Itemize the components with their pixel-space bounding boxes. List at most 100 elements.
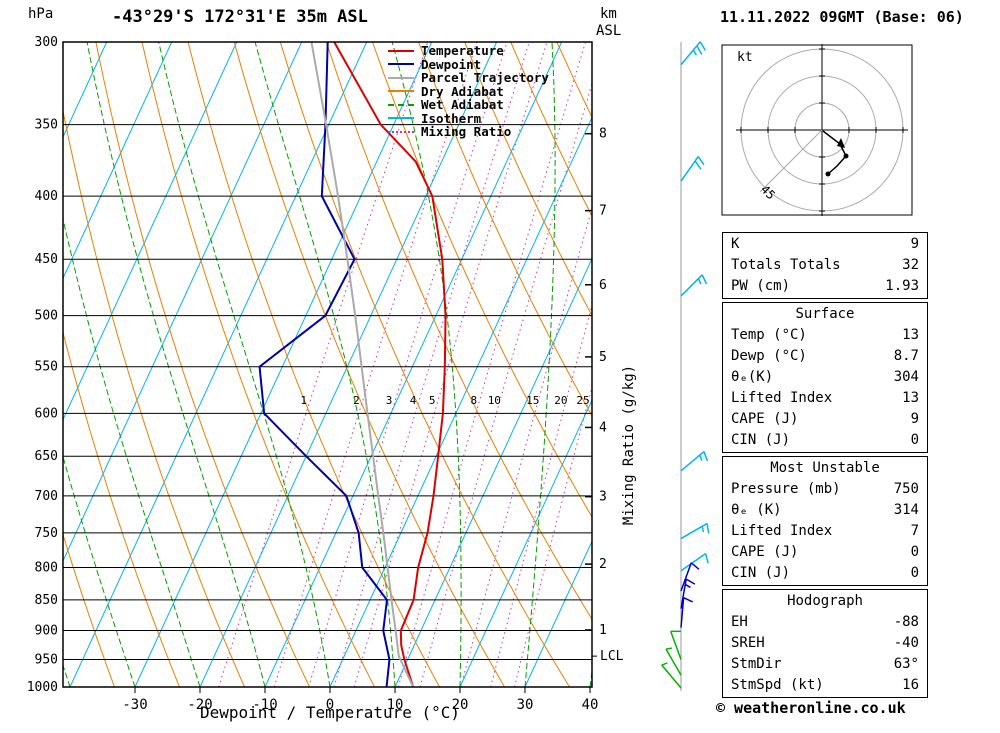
stats-panel-hodograph: Hodograph EH -88 SREH -40 StmDir 63° StmSpd (kt… (722, 589, 928, 698)
wind-barb-icon (680, 274, 703, 297)
datetime-title: 11.11.2022 09GMT (Base: 06) (720, 8, 964, 26)
plot-frame (62, 41, 593, 688)
legend-label: Parcel Trajectory (421, 70, 549, 86)
stats-panel-indices: K 9 Totals Totals 32 PW (cm) 1.93 (722, 232, 928, 299)
dry-adiabat-line (63, 532, 115, 687)
legend-label: Dry Adiabat (421, 83, 504, 99)
dry-adiabat-line (187, 42, 440, 687)
stat-row: CAPE (J) 9 (723, 409, 927, 430)
isotherm-line (264, 42, 563, 687)
isotherm-line (63, 42, 173, 280)
pressure-tick-label: 850 (35, 593, 58, 608)
stat-value: 7 (910, 523, 919, 539)
stat-value: 13 (902, 390, 919, 406)
stat-value: 16 (902, 677, 919, 693)
stat-row: Dewp (°C) 8.7 (723, 346, 927, 367)
pressure-tick-label: 400 (35, 189, 58, 204)
pressure-axis-unit: hPa (28, 6, 54, 22)
stat-row: Pressure (mb) 750 (723, 479, 927, 500)
legend-item-isotherm: Isotherm (388, 111, 549, 126)
isotherm-line (459, 398, 592, 687)
km-tick-label: 3 (599, 490, 607, 505)
km-tick-label: 1 (599, 623, 607, 638)
legend-label: Dewpoint (421, 56, 482, 72)
pressure-tick-label: 950 (35, 653, 58, 668)
dry-adiabat-line (464, 42, 592, 317)
wind-barb-column (661, 41, 710, 691)
stat-value: 0 (910, 565, 919, 581)
series-parcel-trajectory (310, 42, 415, 687)
temp-tick-label: 30 (517, 697, 534, 713)
stat-label: K (731, 236, 740, 252)
stat-value: 0 (910, 544, 919, 560)
legend-item-dewpoint: Dewpoint (388, 56, 549, 72)
legend-swatch-icon (388, 49, 414, 52)
stat-label: Dewp (°C) (731, 348, 807, 364)
isotherm-line (394, 257, 592, 687)
temp-tick-label: -30 (122, 697, 147, 713)
stat-label: EH (731, 614, 748, 630)
stat-label: StmSpd (kt) (731, 677, 824, 693)
legend-label: Temperature (421, 43, 504, 59)
panel-title: Hodograph (787, 593, 863, 609)
wind-barb-icon (680, 597, 685, 628)
hodograph-unit-label: kt (737, 50, 753, 65)
isotherm-line (329, 116, 592, 687)
series-dewpoint (258, 42, 391, 687)
wind-barb-icon (680, 579, 687, 609)
legend-label: Wet Adiabat (421, 97, 504, 113)
wind-barb-icon (661, 664, 682, 689)
stat-row: Lifted Index 7 (723, 521, 927, 542)
mixing-ratio-label: 25 (576, 394, 589, 407)
pressure-tick-label: 350 (35, 118, 58, 133)
wind-barb-icon (665, 648, 682, 676)
temp-tick-label: 0 (326, 697, 334, 713)
temp-tick-label: -20 (187, 697, 212, 713)
stat-label: CAPE (J) (731, 411, 799, 427)
stat-row: EH -88 (723, 612, 927, 633)
stat-label: CIN (J) (731, 432, 791, 448)
legend-swatch-icon (388, 103, 414, 106)
isotherm-line (63, 42, 238, 421)
stat-label: CAPE (J) (731, 544, 799, 560)
pressure-tick-label: 550 (35, 360, 58, 375)
stat-value: 32 (902, 257, 919, 273)
legend-swatch-icon (388, 117, 414, 120)
mixing-ratio-label: 1 (300, 394, 307, 407)
wet-adiabat-line (86, 42, 266, 687)
hodograph-point (825, 171, 831, 177)
wind-barb-icon (680, 552, 707, 572)
wind-barb-icon (680, 41, 701, 66)
wind-barb-icon (680, 450, 705, 472)
mixing-ratio-line (218, 42, 429, 687)
series-temperature (333, 42, 447, 687)
mixing-ratio-label: 5 (429, 394, 436, 407)
stat-label: CIN (J) (731, 565, 791, 581)
stat-row: θₑ(K) 304 (723, 367, 927, 388)
pressure-tick-label: 500 (35, 309, 58, 324)
stat-row: Temp (°C) 13 (723, 325, 927, 346)
pressure-tick-label: 800 (35, 560, 58, 575)
stat-value: 13 (902, 327, 919, 343)
stat-value: 1.93 (885, 278, 919, 294)
stat-row: PW (cm) 1.93 (723, 276, 927, 297)
stat-label: θₑ (K) (731, 502, 782, 518)
wind-barb-icon (680, 522, 708, 540)
stat-label: SREH (731, 635, 765, 651)
stat-label: Temp (°C) (731, 327, 807, 343)
dry-adiabat-line (63, 108, 245, 687)
copyright: © weatheronline.co.uk (716, 699, 906, 717)
legend-item-parcel-trajectory: Parcel Trajectory (388, 70, 549, 86)
wet-adiabat-line (254, 42, 396, 687)
stat-row: StmDir 63° (723, 654, 927, 675)
legend-label: Mixing Ratio (421, 124, 512, 140)
stats-panels: K 9 Totals Totals 32 PW (cm) 1.93 Surface Temp … (722, 232, 928, 698)
stat-value: 314 (893, 502, 919, 518)
mixing-ratio-label: 4 (410, 394, 417, 407)
mixing-ratio-label: 3 (386, 394, 393, 407)
temp-tick-label: 20 (452, 697, 469, 713)
stat-value: -88 (893, 614, 919, 630)
stat-value: 9 (910, 236, 919, 252)
